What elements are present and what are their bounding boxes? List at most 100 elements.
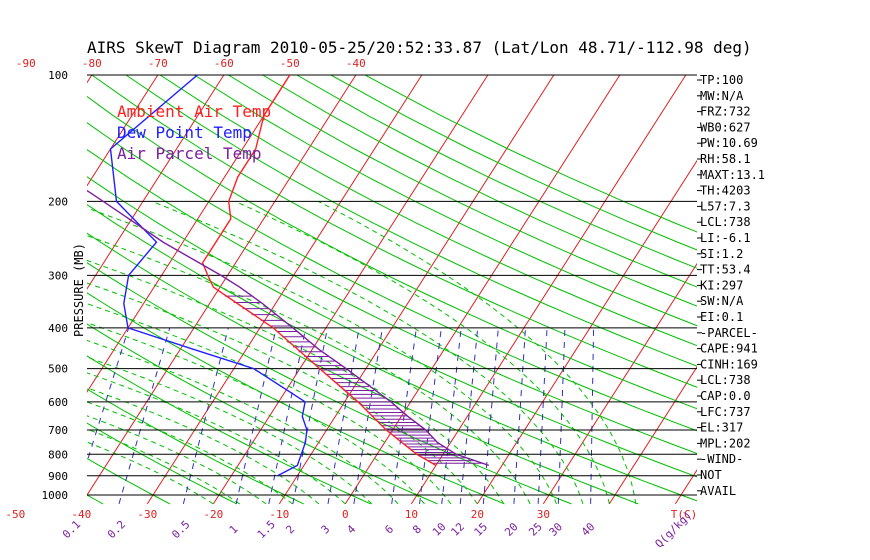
- dry-adiabat-line: [228, 75, 697, 307]
- ambient-air-templine: [201, 75, 437, 467]
- bottom-temp-tick-label: 0: [342, 508, 349, 521]
- dry-adiabat-line: [87, 323, 438, 505]
- index-label: EL:317: [700, 421, 743, 435]
- index-label: CINH:169: [700, 357, 758, 371]
- isotherm-line: [87, 75, 159, 187]
- index-label: LCL:738: [700, 215, 751, 229]
- pressure-tick-label: 500: [48, 363, 68, 376]
- isotherm-line: [87, 75, 291, 393]
- moist-adiabat-line: [87, 415, 267, 505]
- index-label: EI:0.1: [700, 310, 743, 324]
- dry-adiabat-line: [330, 75, 697, 251]
- dry-adiabat-line: [296, 75, 697, 269]
- pressure-tick-label: 400: [48, 322, 68, 335]
- mixing-ratio-line: [292, 327, 328, 504]
- index-label: -WIND-: [700, 452, 743, 466]
- isotherm-line: [87, 75, 357, 496]
- pressure-tick-label: 900: [48, 470, 68, 483]
- mixing-ratio-line: [118, 327, 171, 505]
- mixing-ratio-tick-label: 20: [502, 520, 521, 539]
- index-label: LCL:738: [700, 373, 751, 387]
- dry-adiabat-line: [125, 75, 697, 367]
- dry-adiabat-line: [87, 292, 505, 505]
- mixing-ratio-tick-label: 4: [344, 522, 358, 536]
- moist-adiabat-line: [87, 401, 293, 505]
- dry-adiabat-line: [87, 95, 697, 410]
- index-label: MPL:202: [700, 436, 751, 450]
- dry-adiabat-line: [87, 422, 238, 505]
- mixing-ratio-tick-label: 8: [410, 523, 424, 537]
- mixing-ratio-tick-label: 0.1: [60, 518, 83, 541]
- pressure-tick-label: 700: [48, 424, 68, 437]
- isotherm-line: [608, 365, 697, 505]
- bottom-temp-tick-label: -50: [5, 508, 25, 521]
- dry-adiabat-line: [87, 388, 304, 505]
- y-axis-label: PRESSURE (MB): [72, 243, 86, 337]
- dry-adiabat-line: [194, 75, 697, 327]
- moist-adiabat-line: [87, 339, 399, 505]
- mixing-ratio-line: [268, 327, 307, 505]
- chart-title: AIRS SkewT Diagram 2010-05-25/20:52:33.8…: [87, 38, 752, 57]
- mixing-ratio-tick-label: 12: [448, 520, 467, 539]
- mixing-ratio-line: [513, 327, 527, 504]
- dry-adiabat-line: [87, 494, 104, 505]
- mixing-ratio-tick-label: 1: [227, 523, 241, 537]
- index-label: CAP:0.0: [700, 389, 751, 403]
- index-label: AVAIL: [700, 484, 736, 498]
- mixing-ratio-tick-label: 30: [547, 520, 566, 539]
- mixing-ratio-line: [419, 327, 442, 504]
- moist-adiabat-line: [87, 441, 214, 505]
- mixing-ratio-tick-label: 0.5: [169, 518, 192, 541]
- pressure-tick-label: 200: [48, 195, 68, 208]
- index-label: LI:-6.1: [700, 231, 751, 245]
- moist-adiabat-line: [87, 387, 320, 505]
- index-label: MAXT:13.1: [700, 168, 765, 182]
- isotherm-line: [542, 262, 697, 505]
- mixing-ratio-line: [441, 327, 462, 504]
- mixing-ratio-line: [353, 327, 383, 504]
- isotherm-line: [410, 75, 687, 505]
- mixing-ratio-tick-label: 10: [430, 520, 449, 539]
- isotherm-line: [87, 75, 225, 290]
- dry-adiabat-line: [91, 75, 697, 388]
- mixing-ratio-tick-label: 3: [319, 523, 333, 537]
- moist-adiabat-line: [87, 372, 346, 505]
- isotherm-line: [0, 75, 26, 504]
- mixing-ratio-tick-label: 15: [472, 520, 491, 539]
- moist-adiabat-line: [235, 200, 610, 505]
- moist-adiabat-line: [87, 259, 505, 505]
- dew-point-templine: [109, 75, 308, 477]
- bottom-temp-tick-label: -10: [269, 508, 289, 521]
- index-label: SI:1.2: [700, 247, 743, 261]
- bottom-temp-tick-label: -40: [71, 508, 91, 521]
- index-label: TH:4203: [700, 184, 751, 198]
- bottom-temp-tick-label: 20: [471, 508, 484, 521]
- index-label: LFC:737: [700, 405, 751, 419]
- dry-adiabat-line: [87, 262, 572, 505]
- moist-adiabat-line: [152, 200, 584, 505]
- mixing-ratio-line: [459, 327, 479, 504]
- top-temp-tick-label: -50: [280, 57, 300, 70]
- bottom-temp-tick-label: 30: [537, 508, 550, 521]
- index-label: L57:7.3: [700, 199, 751, 213]
- index-label: TT:53.4: [700, 263, 751, 277]
- isobar-lines: 100 200 300 400 500 600 700 800 900 1000: [42, 69, 697, 502]
- dry-adiabat-line: [87, 149, 697, 455]
- index-label: KI:297: [700, 278, 743, 292]
- dry-adiabat-line: [87, 232, 639, 505]
- cape-hatching: [224, 295, 483, 464]
- dry-adiabat-line: [87, 457, 171, 505]
- moist-adiabat-line: [87, 322, 425, 505]
- mixing-ratio-tick-label: 6: [382, 523, 396, 537]
- top-temp-tick-label: -70: [148, 57, 168, 70]
- bottom-temp-tick-label: -30: [137, 508, 157, 521]
- mixing-ratio-tick-label: 0.2: [105, 518, 128, 541]
- pressure-tick-label: 600: [48, 396, 68, 409]
- isotherm-line: [212, 75, 489, 505]
- legend-entry: Air Parcel Temp: [117, 144, 262, 163]
- mixing-ratio-line: [482, 327, 499, 504]
- moist-adiabat-line: [318, 200, 637, 504]
- mixing-ratio-line: [327, 327, 360, 504]
